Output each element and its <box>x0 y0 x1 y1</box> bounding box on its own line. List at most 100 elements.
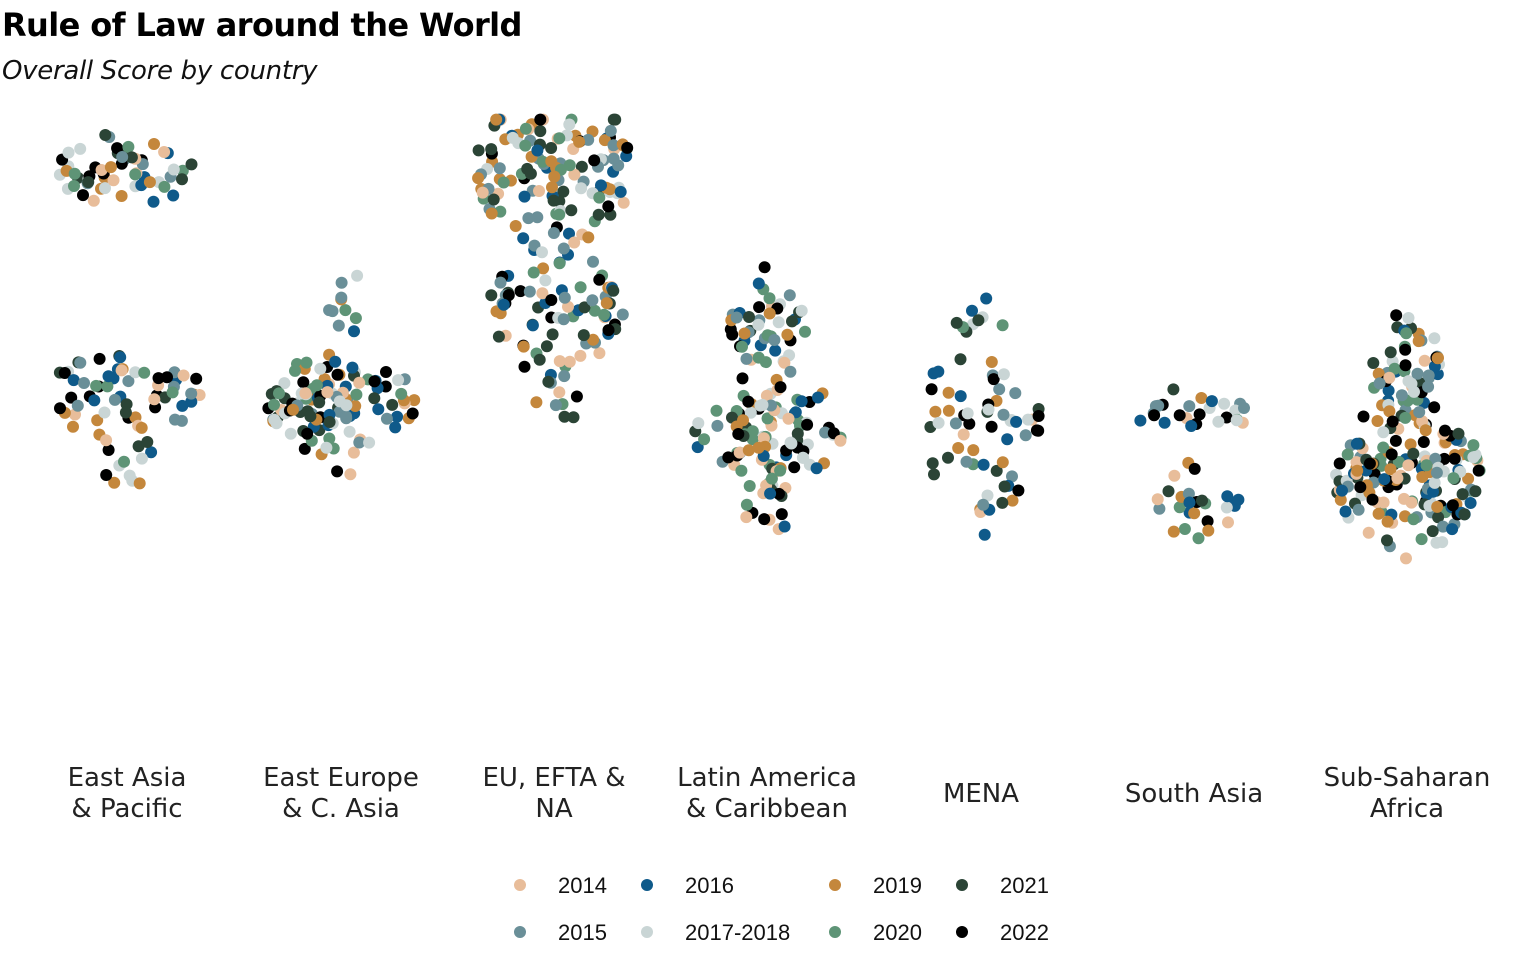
data-point <box>1407 447 1420 460</box>
data-point <box>77 189 89 202</box>
data-point <box>1378 473 1391 486</box>
data-point <box>960 455 973 468</box>
data-point <box>548 170 561 183</box>
data-point <box>392 374 405 387</box>
data-point <box>1417 436 1430 448</box>
data-point <box>304 410 317 423</box>
data-point <box>736 340 748 353</box>
data-point <box>1431 500 1444 513</box>
data-point <box>62 146 75 159</box>
data-point <box>582 133 595 146</box>
data-point <box>593 191 606 204</box>
data-point <box>785 437 798 450</box>
data-point <box>493 162 506 175</box>
data-point <box>494 276 507 289</box>
data-point <box>996 456 1009 469</box>
data-point <box>88 394 101 407</box>
data-point <box>348 325 360 338</box>
data-point <box>1372 367 1385 380</box>
data-point <box>1418 354 1431 367</box>
data-point <box>65 391 78 404</box>
data-point <box>698 433 711 446</box>
data-point <box>764 487 777 500</box>
data-point <box>380 366 392 378</box>
data-point <box>966 304 978 317</box>
data-point <box>557 242 570 255</box>
data-point <box>570 390 583 403</box>
data-point <box>607 139 620 152</box>
data-point <box>621 141 634 154</box>
data-point <box>533 185 545 197</box>
data-point <box>497 298 510 311</box>
data-point <box>129 366 142 379</box>
data-point <box>1202 524 1215 537</box>
data-point <box>563 118 576 131</box>
data-point <box>1398 492 1410 505</box>
data-point <box>568 168 581 181</box>
data-point <box>602 324 615 337</box>
data-point <box>578 301 591 314</box>
legend-label: 2020 <box>873 920 922 945</box>
data-point <box>98 406 111 419</box>
legend: 2014 2015 2016 2017-2018 2019 2020 2021 2022 <box>514 873 1049 945</box>
data-point <box>736 372 749 385</box>
data-point <box>778 356 791 369</box>
data-point <box>1148 409 1161 422</box>
data-point <box>1446 523 1459 536</box>
data-point <box>472 144 485 157</box>
data-point <box>1431 352 1444 365</box>
data-point <box>74 356 87 369</box>
data-point <box>476 186 489 199</box>
data-point <box>351 269 364 282</box>
data-point <box>485 289 498 302</box>
data-point <box>765 472 778 485</box>
data-point <box>1447 472 1460 485</box>
data-point <box>167 163 180 176</box>
legend-swatch <box>641 879 653 891</box>
data-point <box>954 353 967 366</box>
data-point <box>326 305 339 318</box>
data-point <box>998 480 1011 493</box>
data-point <box>732 428 745 440</box>
data-point <box>778 520 791 533</box>
data-point <box>1339 505 1352 518</box>
data-point <box>485 143 498 156</box>
data-point <box>1336 484 1348 497</box>
data-point <box>118 455 130 468</box>
data-point <box>1469 485 1482 498</box>
data-point <box>1220 501 1233 514</box>
data-point <box>942 451 954 464</box>
data-point <box>928 468 940 481</box>
data-point <box>553 355 566 368</box>
data-point <box>1399 343 1412 356</box>
data-point <box>557 313 570 326</box>
data-point <box>389 421 402 434</box>
category-label-mena: MENA <box>943 779 1019 809</box>
data-point <box>1467 451 1480 464</box>
data-point <box>604 124 617 137</box>
data-point <box>1205 395 1218 408</box>
data-point <box>1413 406 1426 419</box>
legend-swatch <box>829 926 841 938</box>
data-point <box>742 395 755 408</box>
data-point <box>158 146 171 158</box>
data-point <box>586 294 599 307</box>
data-point <box>1333 457 1346 470</box>
data-point <box>176 399 189 412</box>
data-point <box>1334 493 1347 506</box>
data-point <box>760 389 773 402</box>
data-point <box>546 328 559 341</box>
data-point <box>310 379 323 392</box>
data-point <box>733 446 746 459</box>
data-point <box>1389 434 1402 447</box>
data-point <box>122 140 135 153</box>
data-point <box>1400 552 1412 565</box>
data-point <box>756 398 769 411</box>
data-point <box>1173 501 1186 514</box>
data-point <box>536 155 549 168</box>
data-point <box>1381 515 1394 528</box>
data-point <box>391 410 404 423</box>
data-point <box>782 412 795 425</box>
data-point <box>298 442 311 455</box>
data-point <box>145 446 158 459</box>
